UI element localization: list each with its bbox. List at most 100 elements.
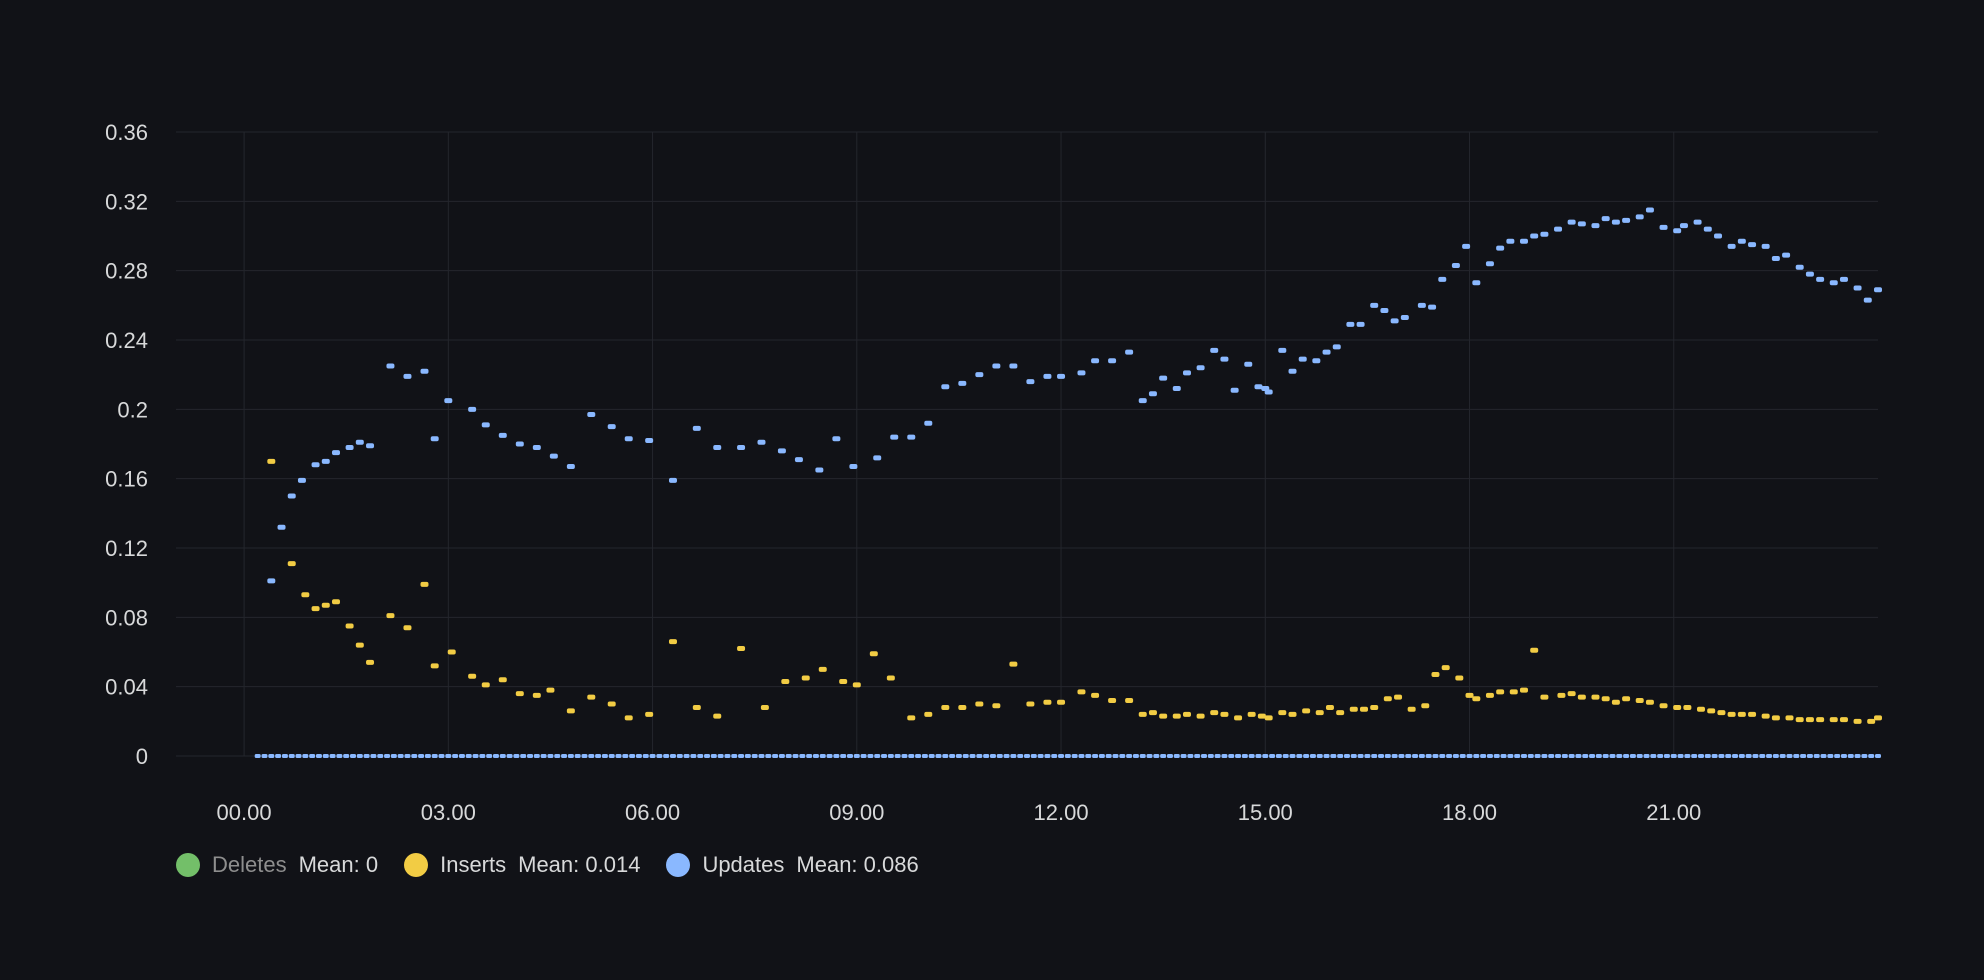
data-point [1659,703,1668,709]
baseline-point [683,754,690,758]
baseline-point [1582,754,1589,758]
data-point [886,675,895,681]
data-point [331,450,340,456]
baseline-point [1269,754,1276,758]
baseline-point [1697,754,1704,758]
baseline-point [976,754,983,758]
data-point [1244,361,1253,367]
data-point [1234,715,1243,721]
baseline-point [567,754,574,758]
baseline-point [1303,754,1310,758]
data-point [1839,276,1848,282]
data-point [1455,675,1464,681]
baseline-point [1126,754,1133,758]
data-point [1707,708,1716,714]
data-point [1782,252,1791,258]
data-point [781,678,790,684]
data-point [1659,224,1668,230]
baseline-point [1786,754,1793,758]
data-point [566,708,575,714]
data-point [366,659,375,665]
data-point [1679,223,1688,229]
data-point [1431,672,1440,678]
baseline-point [1064,754,1071,758]
data-point [1172,713,1181,719]
x-axis-ticks: 00.00 03.00 06.00 09.00 12.00 15.00 18.00 21.00 [217,800,1702,825]
data-point [481,422,490,428]
baseline-point [1378,754,1385,758]
baseline-point [458,754,465,758]
baseline-point [969,754,976,758]
data-point [1601,216,1610,222]
baseline-point [1650,754,1657,758]
y-tick-label: 0.12 [105,536,148,561]
y-tick-label: 0.08 [105,605,148,630]
y-tick-label: 0.32 [105,189,148,214]
baseline-point [785,754,792,758]
data-point [1867,718,1876,724]
baseline-point [1398,754,1405,758]
baseline-point [1003,754,1010,758]
data-point [1159,375,1168,381]
baseline-point [1684,754,1691,758]
baseline-point [1051,754,1058,758]
baseline-point [1418,754,1425,758]
data-point [468,673,477,679]
data-point [873,455,882,461]
data-point [1009,363,1018,369]
data-point [1496,245,1505,251]
data-point [1717,710,1726,716]
data-point [546,687,555,693]
baseline-point [1711,754,1718,758]
baseline-point [309,754,316,758]
grid-lines [176,131,1878,757]
data-point [1288,368,1297,374]
data-point [941,704,950,710]
y-tick-label: 0 [136,744,148,769]
legend-item-updates[interactable]: Updates Mean: 0.086 [666,852,919,878]
baseline-point [697,754,704,758]
data-point [1322,349,1331,355]
baseline-point [663,754,670,758]
data-point [852,682,861,688]
baseline-point [1105,754,1112,758]
y-tick-label: 0.2 [117,397,148,422]
baseline-point [527,754,534,758]
x-tick-label: 18.00 [1442,800,1497,825]
y-tick-label: 0.16 [105,467,148,492]
data-point [1349,706,1358,712]
baseline-point [608,754,615,758]
baseline-point [1357,754,1364,758]
data-point [444,398,453,404]
y-tick-label: 0.04 [105,675,148,700]
data-point [1645,699,1654,705]
data-point [1026,379,1035,385]
legend: Deletes Mean: 0 Inserts Mean: 0.014 Updates M… [176,852,919,878]
baseline-point [1119,754,1126,758]
data-point [1138,398,1147,404]
legend-item-inserts[interactable]: Inserts Mean: 0.014 [404,852,640,878]
baseline-point [1800,754,1807,758]
baseline-point [704,754,711,758]
baseline-point [833,754,840,758]
data-point [532,692,541,698]
data-point [1577,694,1586,700]
baseline-point [363,754,370,758]
data-point [975,701,984,707]
data-point [1182,711,1191,717]
data-point [430,663,439,669]
data-point [1230,387,1239,393]
legend-item-deletes[interactable]: Deletes Mean: 0 [176,852,378,878]
baseline-point [1466,754,1473,758]
data-point [760,704,769,710]
baseline-point [1752,754,1759,758]
data-point [355,642,364,648]
baseline-point [765,754,772,758]
data-point [992,703,1001,709]
x-tick-label: 03.00 [421,800,476,825]
data-point [645,438,654,444]
baseline-point [949,754,956,758]
series-updates [267,207,1882,584]
baseline-point [1759,754,1766,758]
baseline-point [669,754,676,758]
